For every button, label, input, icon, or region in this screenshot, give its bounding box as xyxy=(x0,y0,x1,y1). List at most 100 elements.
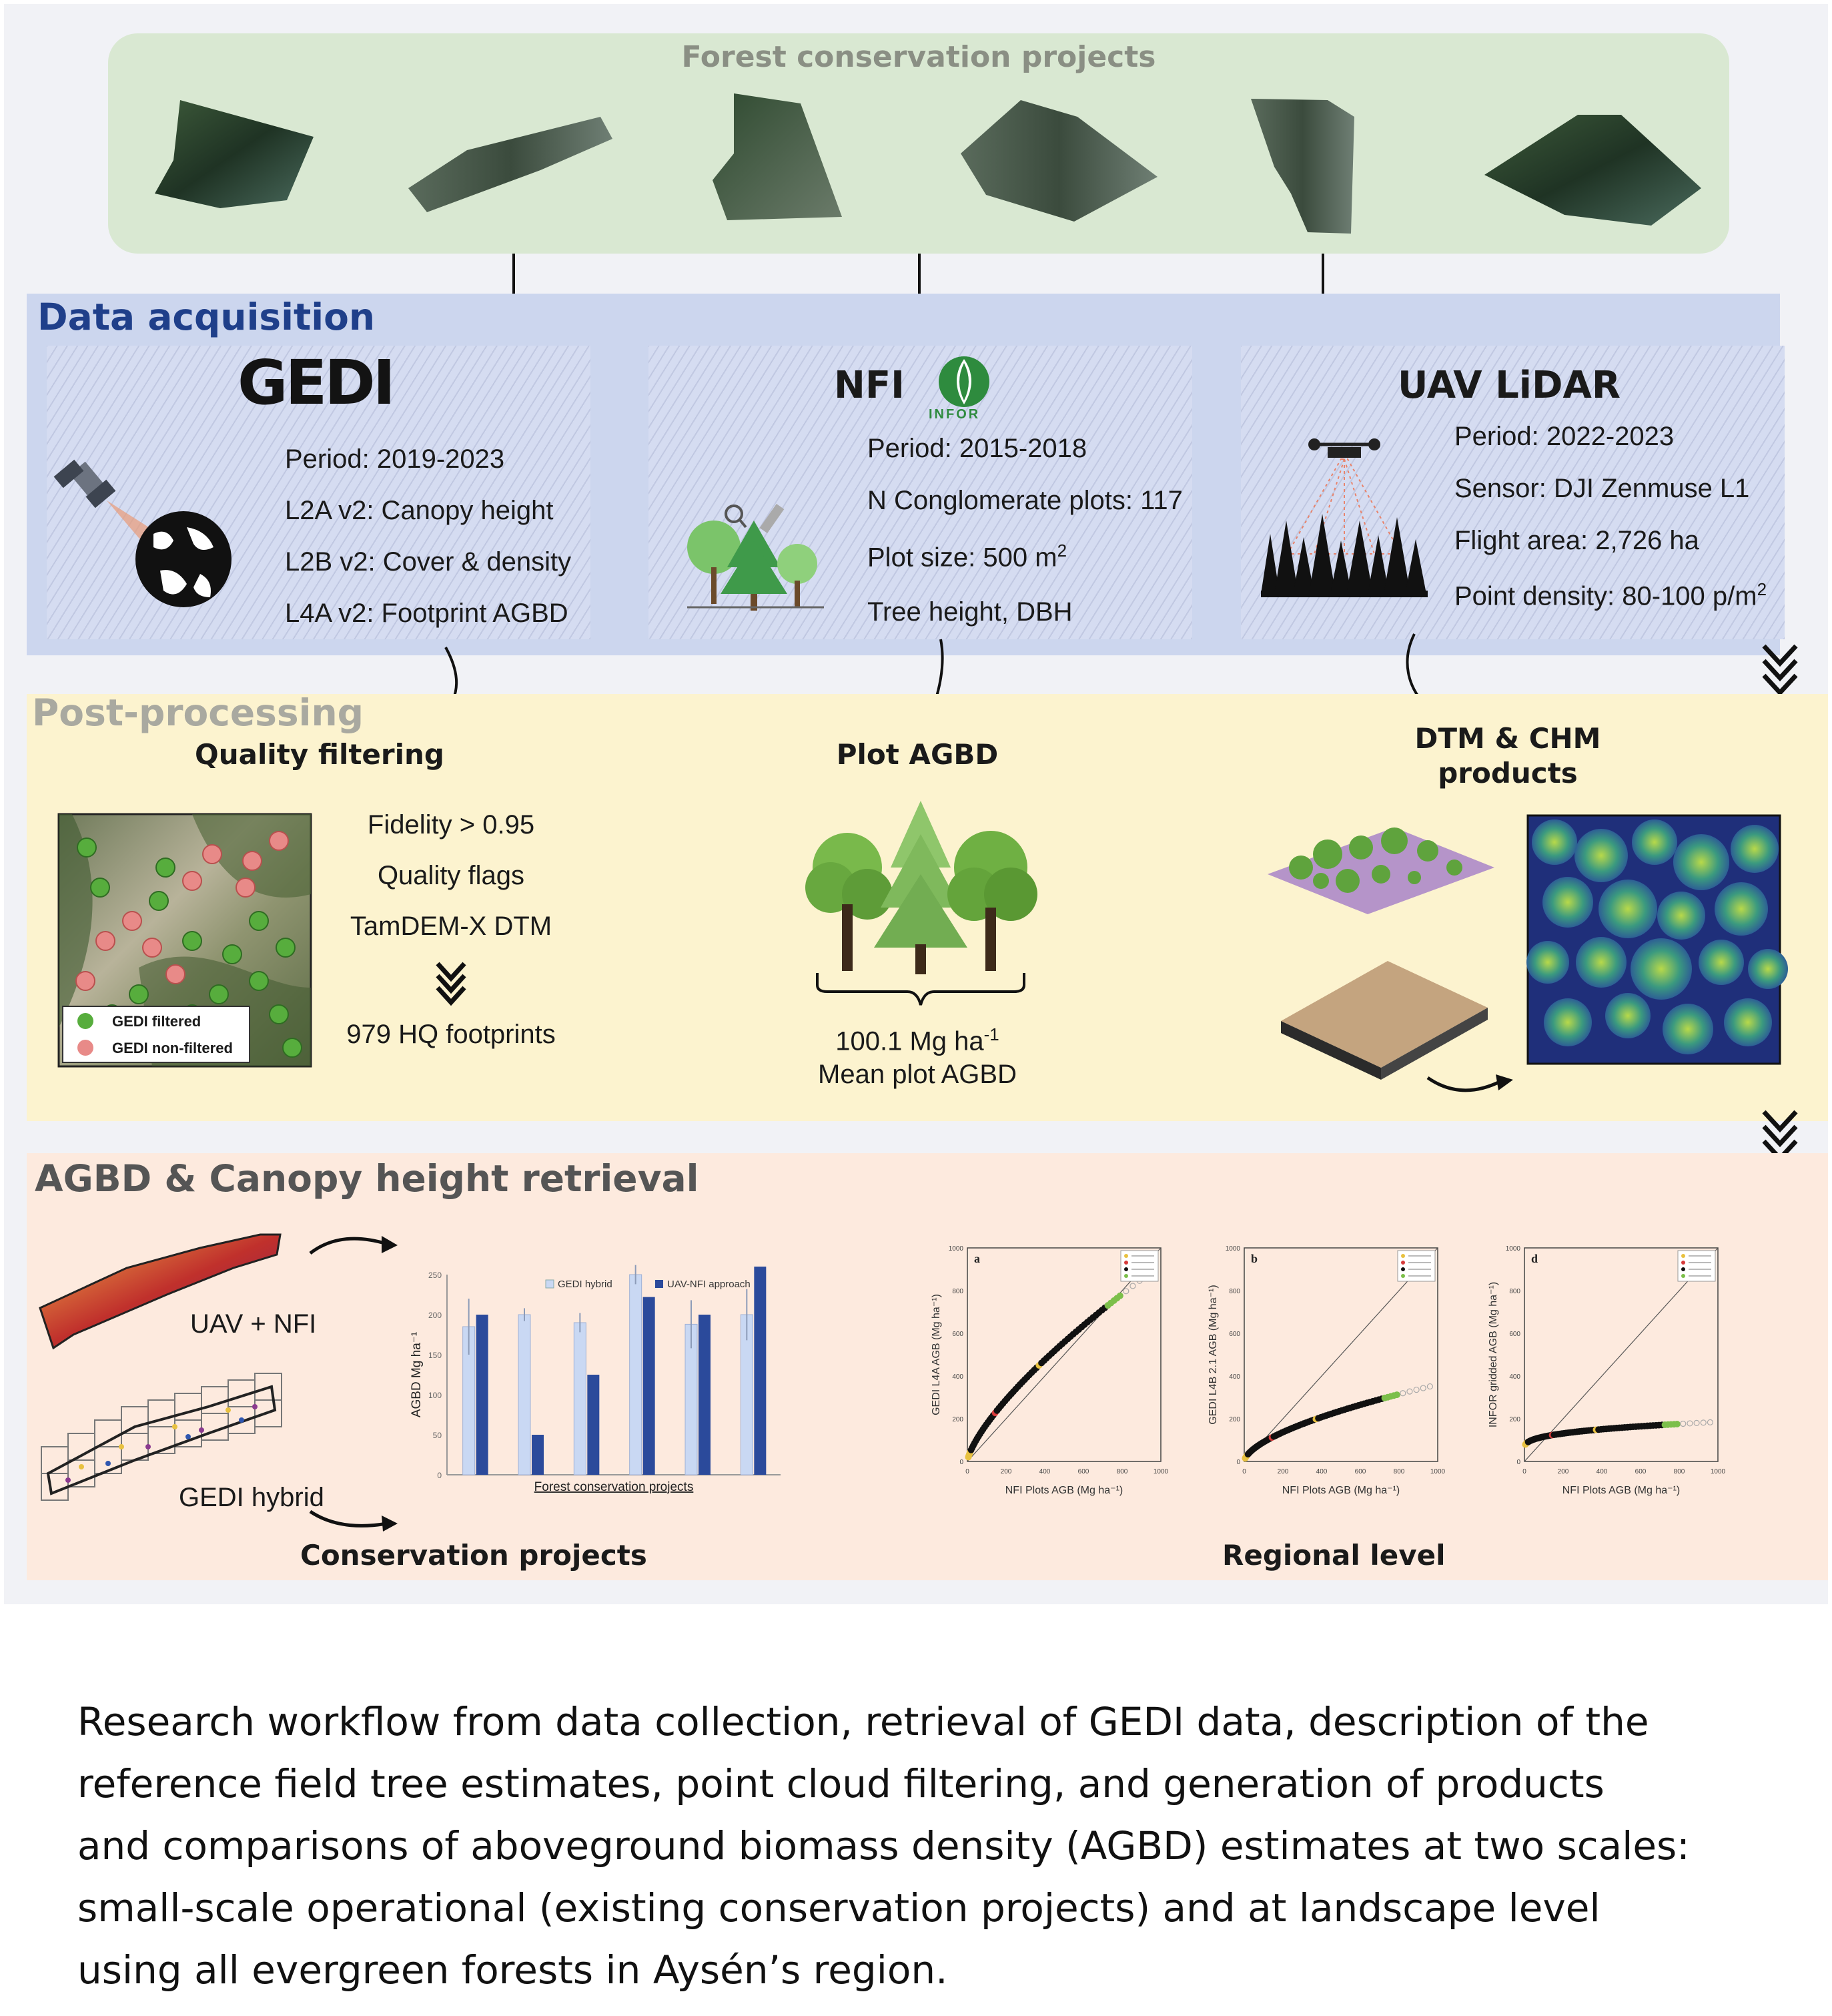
legend-label-gedi-hybrid: GEDI hybrid xyxy=(558,1279,612,1290)
y-tick-label: 400 xyxy=(1229,1373,1240,1381)
bar-gedi-hybrid-2 xyxy=(518,1314,531,1475)
dtm-chm-title-line1: DTM & CHM xyxy=(1414,722,1601,755)
quality-fidelity: Fidelity > 0.95 xyxy=(367,810,535,839)
bar-uav-nfi-6 xyxy=(754,1267,767,1475)
x-axis-label: NFI Plots AGB (Mg ha⁻¹) xyxy=(1005,1485,1123,1496)
x-tick-label: 0 xyxy=(965,1468,969,1475)
y-tick-label: 800 xyxy=(1229,1288,1240,1295)
legend-marker xyxy=(1124,1254,1128,1258)
y-tick-label: 1000 xyxy=(949,1245,964,1253)
projects-panel xyxy=(108,33,1729,254)
uav-period: Period: 2022-2023 xyxy=(1454,422,1675,451)
x-tick-label: 400 xyxy=(1316,1468,1328,1475)
nfi-title: NFI xyxy=(834,364,905,407)
y-tick-label: 1000 xyxy=(1506,1245,1521,1253)
y-tick-label: 800 xyxy=(952,1288,963,1295)
double-chevron-icon-1 xyxy=(1762,644,1798,697)
y-tick-label: 400 xyxy=(1509,1373,1520,1381)
plot-frame xyxy=(1244,1247,1438,1462)
legend-marker xyxy=(1401,1254,1405,1258)
infor-logo-icon xyxy=(939,356,989,407)
regional-level-label: Regional level xyxy=(1222,1539,1446,1572)
arrows-to-postprocessing xyxy=(435,633,1798,750)
project-polygon-5 xyxy=(1251,99,1354,234)
x-tick-label: 200 xyxy=(1278,1468,1289,1475)
scatter-point-open xyxy=(1400,1390,1406,1397)
scatter-point xyxy=(1673,1420,1681,1427)
scatter-point-open xyxy=(1707,1419,1713,1425)
projects-title: Forest conservation projects xyxy=(681,40,1156,74)
quality-filtering-title: Quality filtering xyxy=(195,738,444,771)
x-tick-label: 600 xyxy=(1078,1468,1089,1475)
gedi-l2b: L2B v2: Cover & density xyxy=(285,547,572,577)
scatter-point-open xyxy=(1406,1388,1413,1395)
caption-line-5: using all evergreen forests in Aysén’s r… xyxy=(77,1947,948,1993)
project-polygon-4 xyxy=(961,100,1158,222)
project-polygon-3 xyxy=(713,93,842,220)
scatter-point-open xyxy=(1700,1419,1707,1426)
legend-swatch-gedi-hybrid xyxy=(545,1279,554,1289)
x-tick-label: 0 xyxy=(1522,1468,1526,1475)
satellite-earth-icon xyxy=(53,459,232,607)
legend-marker xyxy=(1681,1267,1685,1271)
legend-marker xyxy=(1401,1267,1405,1271)
legend-marker xyxy=(1124,1261,1128,1265)
quality-flags: Quality flags xyxy=(377,861,525,890)
x-axis-label: NFI Plots AGB (Mg ha⁻¹) xyxy=(1282,1485,1400,1496)
scatter-point-open xyxy=(1123,1288,1129,1295)
double-chevron-icon-quality xyxy=(436,962,466,1006)
retrieval-title: AGBD & Canopy height retrieval xyxy=(35,1157,699,1200)
plot-agbd-title: Plot AGBD xyxy=(836,738,999,771)
scatter-plot-b: 00 200 200 400 400 600 600 800 800 1000 1000 b NFI P… xyxy=(1208,1245,1446,1496)
y-tick-label: 200 xyxy=(1509,1416,1520,1423)
caption-line-2: reference field tree estimates, point cl… xyxy=(77,1761,1605,1806)
scatter-point-open xyxy=(1693,1419,1700,1426)
uav-sensor: Sensor: DJI Zenmuse L1 xyxy=(1454,474,1750,503)
legend-marker xyxy=(1681,1254,1685,1258)
scatter-point-open xyxy=(1680,1420,1687,1427)
legend-marker xyxy=(1401,1274,1405,1278)
y-tick-label: 150 xyxy=(428,1351,442,1360)
x-tick-label: 400 xyxy=(1596,1468,1608,1475)
point-cloud-dtm-icon xyxy=(1268,827,1513,1092)
gedi-l4a: L4A v2: Footprint AGBD xyxy=(285,599,568,628)
y-axis-label: GEDI L4B 2.1 AGB (Mg ha⁻¹) xyxy=(1208,1285,1219,1424)
uav-title: UAV LiDAR xyxy=(1398,364,1621,407)
x-tick-label: 1000 xyxy=(1430,1468,1446,1475)
scatter-point-open xyxy=(1420,1385,1426,1391)
y-tick-label: 0 xyxy=(1236,1459,1240,1466)
project-polygon-1 xyxy=(155,100,314,208)
gedi-l2a: L2A v2: Canopy height xyxy=(285,496,554,525)
project-polygon-2 xyxy=(408,117,612,212)
bar-chart-x-label: Forest conservation projects xyxy=(534,1480,694,1494)
retrieval-panel xyxy=(27,1153,1828,1580)
gedi-hybrid-label: GEDI hybrid xyxy=(179,1483,324,1512)
chm-raster xyxy=(1526,814,1788,1065)
uav-agbd-map xyxy=(39,1233,282,1350)
legend-gedi-nonfiltered: GEDI non-filtered xyxy=(112,1040,233,1056)
scatter-point-open xyxy=(1687,1420,1693,1427)
y-tick-label: 250 xyxy=(428,1271,442,1280)
forest-inventory-icon xyxy=(687,503,824,611)
y-tick-label: 600 xyxy=(1229,1331,1240,1338)
bar-uav-nfi-2 xyxy=(532,1435,544,1475)
y-tick-label: 400 xyxy=(952,1373,963,1381)
x-tick-label: 1000 xyxy=(1711,1468,1726,1475)
panel-tag: d xyxy=(1531,1252,1538,1265)
uav-flight-area: Flight area: 2,726 ha xyxy=(1454,526,1699,555)
uav-nfi-label: UAV + NFI xyxy=(190,1309,317,1339)
nfi-plots: N Conglomerate plots: 117 xyxy=(867,486,1183,515)
x-tick-label: 200 xyxy=(1558,1468,1569,1475)
quality-dtm: TamDEM-X DTM xyxy=(350,912,552,941)
uav-point-density: Point density: 80-100 p/m2 xyxy=(1454,579,1767,611)
quality-result: 979 HQ footprints xyxy=(346,1020,556,1049)
one-to-one-line xyxy=(967,1247,1162,1462)
plot-agbd-label: Mean plot AGBD xyxy=(818,1060,1017,1089)
x-tick-label: 0 xyxy=(1242,1468,1246,1475)
acquisition-title: Data acquisition xyxy=(37,296,376,338)
legend-gedi-filtered: GEDI filtered xyxy=(112,1013,201,1030)
gedi-hybrid-grid xyxy=(41,1373,282,1501)
legend-marker xyxy=(1681,1274,1685,1278)
x-tick-label: 800 xyxy=(1394,1468,1405,1475)
scatter-plot-d: 00 200 200 400 400 600 600 800 800 1000 1000 d NFI P… xyxy=(1488,1245,1726,1496)
